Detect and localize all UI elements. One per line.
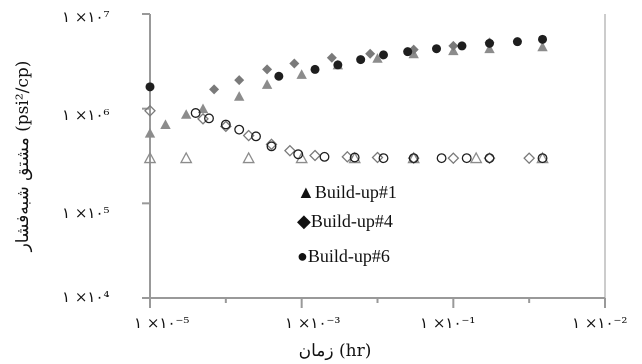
- triangle-point: [144, 128, 156, 138]
- x-tick-label: ۱ ×۱۰⁻⁵: [134, 314, 189, 332]
- diamond-point: [407, 152, 420, 165]
- circle-point: [293, 149, 304, 160]
- diamond-point: [448, 40, 459, 51]
- legend-entry: ▲Build-up#1: [297, 182, 397, 202]
- x-tick-label: ۱ ×۱۰⁻¹: [420, 314, 475, 332]
- circle-point: [537, 153, 548, 164]
- triangle-point: [197, 103, 209, 114]
- diamond-point: [197, 112, 209, 125]
- diamond-point: [262, 64, 273, 75]
- diamond-point: [234, 75, 245, 86]
- circle-point: [436, 153, 447, 164]
- triangle-point: [180, 109, 192, 119]
- diamond-point: [144, 104, 156, 117]
- triangle-point: [242, 151, 255, 164]
- circle-point: [461, 153, 472, 164]
- diamond-point: [483, 152, 496, 165]
- circle-point: [310, 64, 320, 74]
- y-tick-label: ۱ ×۱۰⁵: [62, 204, 110, 222]
- triangle-point: [143, 151, 157, 164]
- diamond-point: [371, 151, 384, 164]
- x-axis-title: زمان (hr): [299, 341, 372, 361]
- circle-point: [251, 131, 261, 142]
- x-tick-label: ۱ ×۱۰⁻²: [572, 314, 627, 332]
- diamond-point: [523, 152, 536, 165]
- diamond-point: [365, 48, 376, 59]
- triangle-point: [469, 151, 483, 164]
- y-tick-label: ۱ ×۱۰⁴: [62, 288, 110, 306]
- legend-entry: ◆Build-up#4: [297, 211, 393, 231]
- circle-point: [356, 55, 366, 65]
- circle-point: [484, 153, 495, 164]
- circle-point: [190, 108, 201, 118]
- triangle-point: [372, 53, 383, 63]
- axes: [142, 13, 606, 308]
- circle-point: [538, 34, 548, 44]
- circle-point: [145, 82, 155, 92]
- circle-point: [457, 41, 467, 51]
- x-tick-label: ۱ ×۱۰⁻³: [285, 314, 340, 332]
- circle-point: [204, 113, 214, 124]
- legend-entry: ●Build-up#6: [297, 246, 390, 266]
- diamond-point: [447, 152, 460, 165]
- triangle-point: [484, 43, 495, 54]
- circle-point: [274, 71, 284, 81]
- diamond-point: [326, 52, 337, 63]
- circle-point: [349, 152, 360, 163]
- circle-point: [403, 47, 413, 57]
- diamond-point: [265, 138, 278, 151]
- diamond-point: [284, 144, 296, 157]
- y-axis-title: مشتق شبه‌فشار (psi²/cp): [13, 61, 33, 253]
- y-axis-tick-labels: ۱ ×۱۰⁷ ۱ ×۱۰⁶ ۱ ×۱۰⁵ ۱ ×۱۰⁴: [62, 8, 110, 306]
- diamond-point: [309, 149, 321, 162]
- data-points: [143, 34, 549, 165]
- triangle-point: [160, 119, 171, 129]
- circle-point: [378, 153, 389, 164]
- legend: ▲Build-up#1 ◆Build-up#4 ●Build-up#6: [297, 182, 397, 266]
- triangle-point: [261, 79, 273, 89]
- y-tick-label: ۱ ×۱۰⁶: [62, 106, 110, 124]
- y-tick-label: ۱ ×۱۰⁷: [62, 8, 110, 26]
- triangle-point: [295, 151, 308, 164]
- circle-point: [432, 44, 442, 54]
- diamond-point: [209, 84, 220, 95]
- circle-point: [512, 37, 522, 47]
- circle-point: [379, 50, 389, 60]
- circle-point: [408, 153, 419, 164]
- diamond-point: [219, 120, 232, 133]
- circle-point: [220, 119, 231, 130]
- circle-point: [234, 124, 245, 135]
- diamond-point: [289, 58, 300, 69]
- x-axis-tick-labels: ۱ ×۱۰⁻⁵ ۱ ×۱۰⁻³ ۱ ×۱۰⁻¹ ۱ ×۱۰⁻²: [134, 314, 627, 332]
- triangle-point: [296, 69, 307, 79]
- circle-point: [319, 151, 330, 162]
- triangle-point: [537, 41, 548, 52]
- triangle-point: [233, 91, 245, 101]
- circle-point: [333, 60, 343, 70]
- circle-point: [266, 141, 277, 152]
- circle-point: [485, 38, 495, 48]
- triangle-point: [179, 151, 193, 164]
